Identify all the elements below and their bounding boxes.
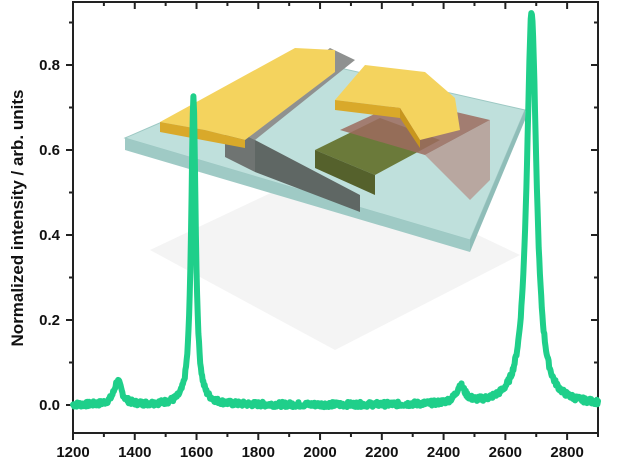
y-tick-label: 0.4 xyxy=(39,227,61,244)
x-tick-labels: 1200 1400 1600 1800 2000 2200 2400 2600 2800 xyxy=(56,444,583,461)
x-tick-label: 1400 xyxy=(118,444,151,461)
x-tick-label: 1200 xyxy=(56,444,89,461)
gold-electrode-left xyxy=(160,48,335,140)
y-tick-label: 0.8 xyxy=(39,57,60,74)
x-tick-label: 1800 xyxy=(242,444,275,461)
plot-frame xyxy=(72,1,599,434)
y-tick-label: 0.0 xyxy=(39,397,60,414)
x-tick-label: 2600 xyxy=(489,444,522,461)
x-tick-label: 2200 xyxy=(365,444,398,461)
y-tick-labels: 0.0 0.2 0.4 0.6 0.8 xyxy=(39,57,61,414)
y-tick-label: 0.6 xyxy=(39,142,60,159)
device-inset-illustration xyxy=(123,48,526,350)
axis-ticks xyxy=(66,2,599,440)
gold-electrode-right xyxy=(335,65,460,140)
spectrum-line xyxy=(70,10,601,411)
x-tick-label: 2800 xyxy=(550,444,583,461)
x-tick-label: 2400 xyxy=(427,444,460,461)
y-tick-label: 0.2 xyxy=(39,312,60,329)
x-tick-label: 1600 xyxy=(180,444,213,461)
x-tick-label: 2000 xyxy=(303,444,336,461)
y-axis-title: Normalized intensity / arb. units xyxy=(8,90,27,347)
